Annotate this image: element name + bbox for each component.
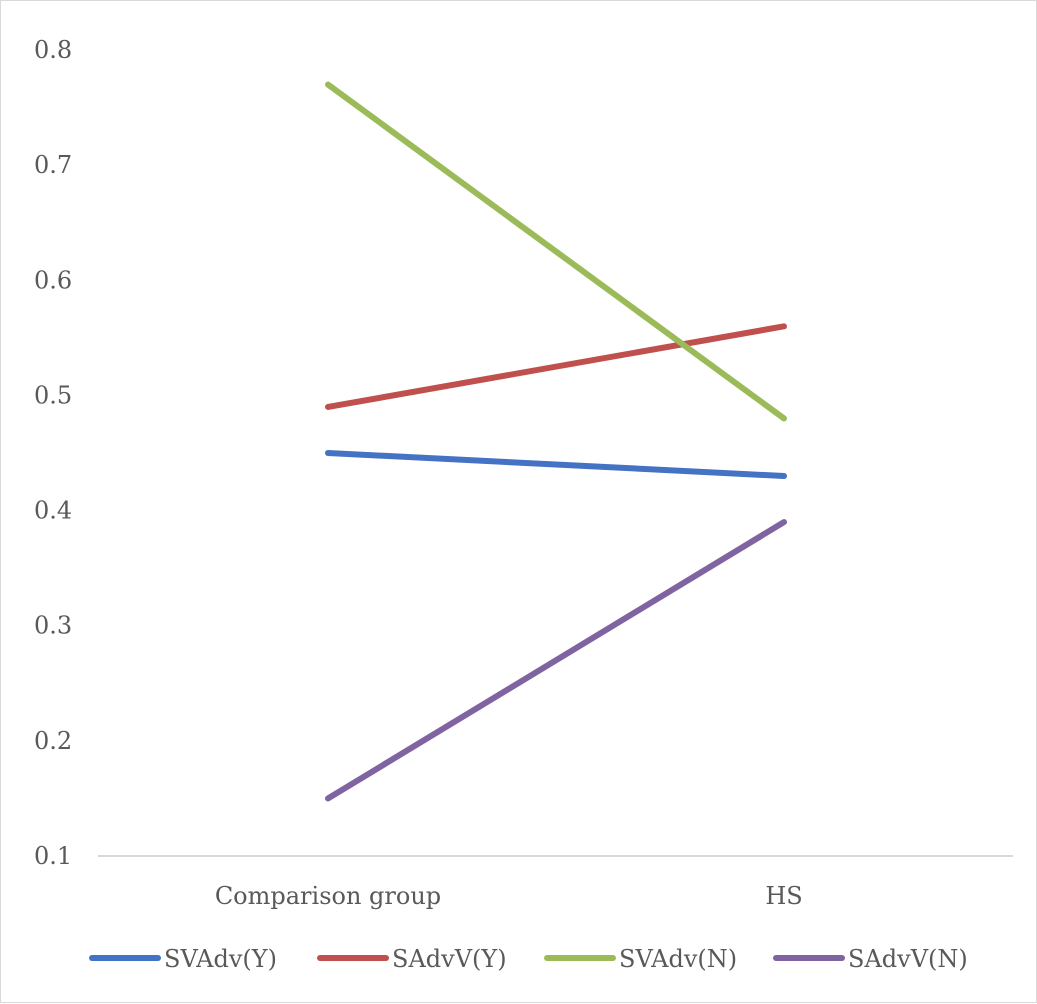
series-line-2 [325,323,787,410]
series-line-3 [325,81,787,422]
legend-label: SVAdv(N) [619,945,737,973]
legend-label: SAdvV(N) [848,945,968,973]
y-tick-label: 0.6 [34,266,72,294]
x-category-label: Comparison group [215,882,441,910]
y-tick-label: 0.3 [34,612,72,640]
y-tick-label: 0.5 [34,381,72,409]
y-tick-label: 0.4 [34,497,72,525]
legend: SVAdv(Y) SAdvV(Y) SVAdv(N) SAdvV(N) [89,945,968,973]
series-line-4 [325,519,787,802]
legend-label: SAdvV(Y) [392,945,507,973]
legend-label: SVAdv(Y) [164,945,277,973]
y-axis-ticks: 0.1 0.2 0.3 0.4 0.5 0.6 0.7 0.8 [34,36,72,870]
series-lines [325,81,787,802]
series-line-1 [325,450,787,480]
y-tick-label: 0.7 [34,151,72,179]
x-axis-categories: Comparison group HS [215,882,803,910]
x-category-label: HS [765,882,802,910]
y-tick-label: 0.2 [34,727,72,755]
y-tick-label: 0.8 [34,36,72,64]
y-tick-label: 0.1 [34,842,72,870]
